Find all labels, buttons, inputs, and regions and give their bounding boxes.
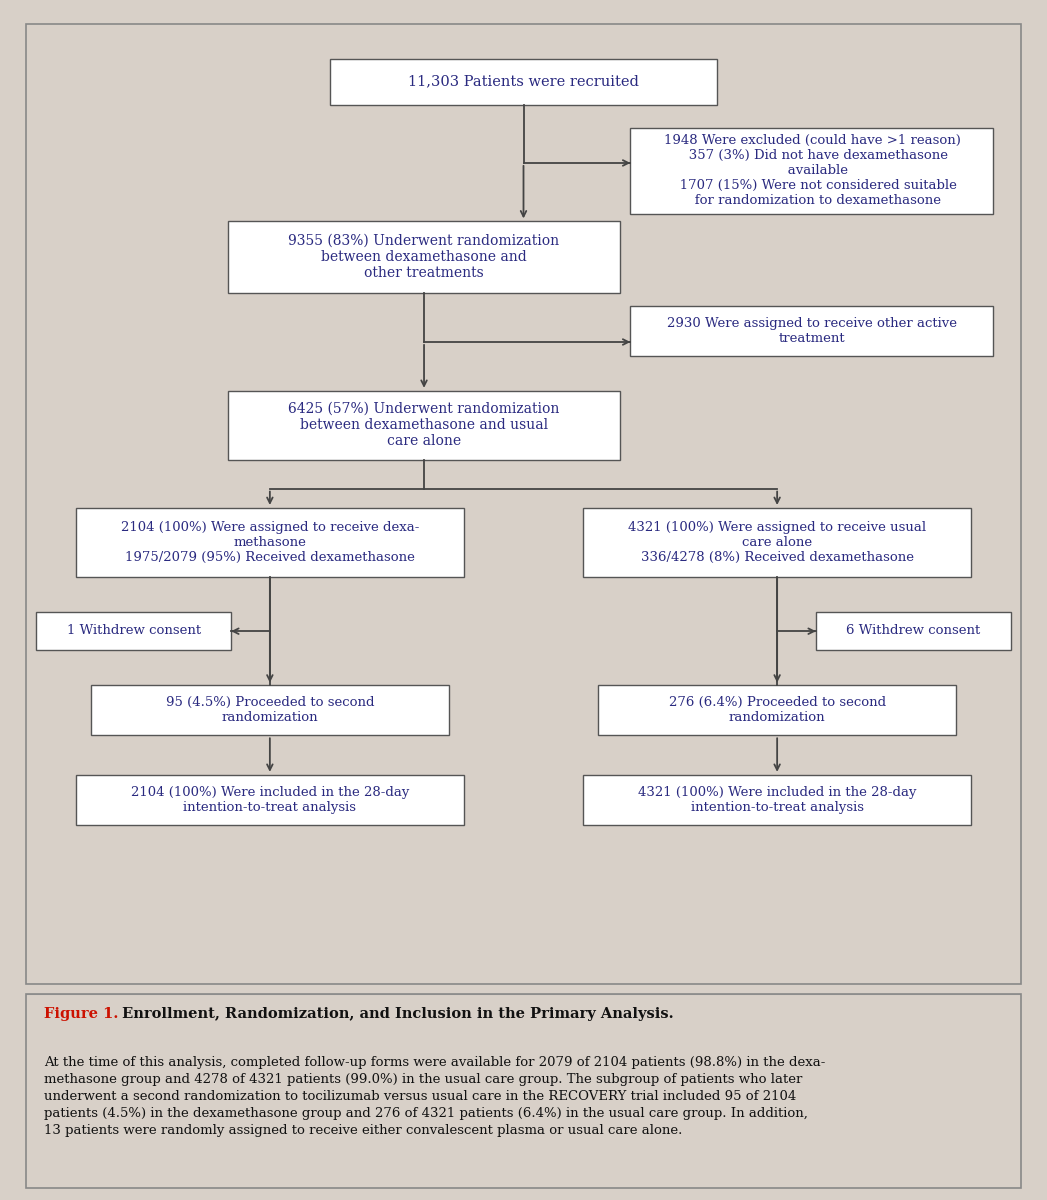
Text: 6 Withdrew consent: 6 Withdrew consent: [846, 624, 981, 637]
Text: Figure 1.: Figure 1.: [44, 1007, 118, 1021]
Bar: [598, 685, 956, 736]
Text: 95 (4.5%) Proceeded to second
randomization: 95 (4.5%) Proceeded to second randomizat…: [165, 696, 374, 725]
Text: 4321 (100%) Were included in the 28-day
intention-to-treat analysis: 4321 (100%) Were included in the 28-day …: [638, 786, 916, 814]
Bar: [816, 612, 1010, 650]
Text: 11,303 Patients were recruited: 11,303 Patients were recruited: [408, 74, 639, 89]
Bar: [630, 306, 994, 356]
Text: 6425 (57%) Underwent randomization
between dexamethasone and usual
care alone: 6425 (57%) Underwent randomization betwe…: [288, 402, 560, 449]
Text: 2930 Were assigned to receive other active
treatment: 2930 Were assigned to receive other acti…: [667, 317, 957, 346]
Bar: [36, 612, 231, 650]
Bar: [227, 221, 621, 293]
Bar: [583, 508, 972, 577]
Text: Enrollment, Randomization, and Inclusion in the Primary Analysis.: Enrollment, Randomization, and Inclusion…: [116, 1007, 673, 1021]
Bar: [75, 508, 464, 577]
Text: At the time of this analysis, completed follow-up forms were available for 2079 : At the time of this analysis, completed …: [44, 1056, 825, 1136]
Bar: [630, 127, 994, 214]
Text: 1948 Were excluded (could have >1 reason)
   357 (3%) Did not have dexamethasone: 1948 Were excluded (could have >1 reason…: [664, 134, 960, 208]
Bar: [91, 685, 449, 736]
Text: 1 Withdrew consent: 1 Withdrew consent: [67, 624, 201, 637]
Text: 4321 (100%) Were assigned to receive usual
care alone
336/4278 (8%) Received dex: 4321 (100%) Were assigned to receive usu…: [628, 521, 927, 564]
Bar: [227, 391, 621, 460]
Text: 9355 (83%) Underwent randomization
between dexamethasone and
other treatments: 9355 (83%) Underwent randomization betwe…: [289, 234, 559, 281]
Bar: [330, 59, 717, 104]
Bar: [583, 775, 972, 824]
Text: 276 (6.4%) Proceeded to second
randomization: 276 (6.4%) Proceeded to second randomiza…: [669, 696, 886, 725]
Text: 2104 (100%) Were included in the 28-day
intention-to-treat analysis: 2104 (100%) Were included in the 28-day …: [131, 786, 409, 814]
Text: 2104 (100%) Were assigned to receive dexa-
methasone
1975/2079 (95%) Received de: 2104 (100%) Were assigned to receive dex…: [120, 521, 419, 564]
Bar: [75, 775, 464, 824]
